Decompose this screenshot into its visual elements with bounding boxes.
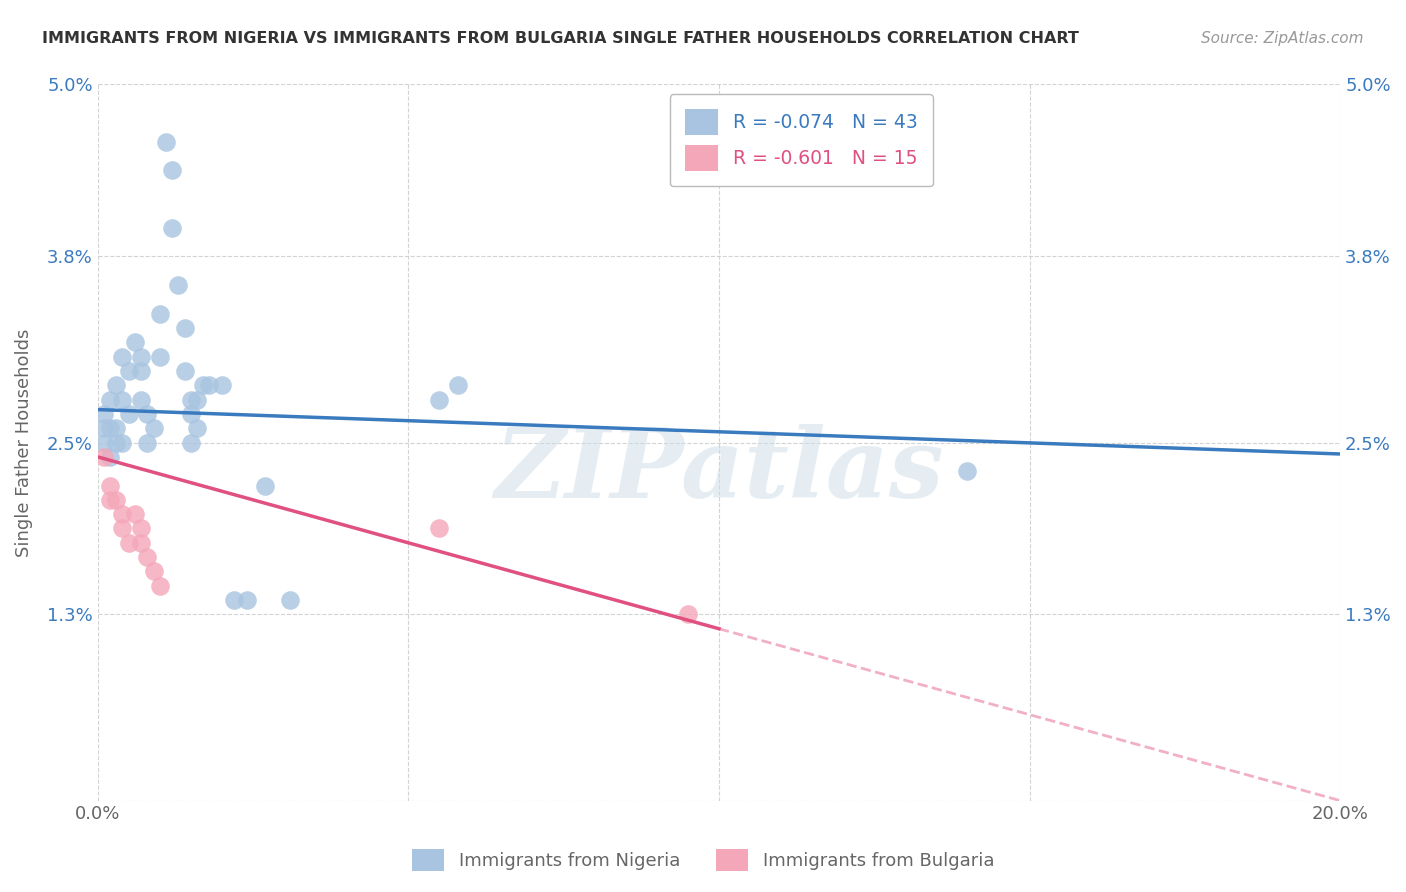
Point — [98, 492, 121, 507]
Point — [235, 593, 257, 607]
Text: Source: ZipAtlas.com: Source: ZipAtlas.com — [1201, 31, 1364, 46]
Point — [93, 407, 115, 421]
Point — [198, 378, 221, 392]
Point — [111, 507, 134, 521]
Point — [676, 607, 699, 622]
Point — [155, 135, 177, 149]
Point — [427, 392, 450, 407]
Point — [136, 550, 159, 565]
Point — [211, 378, 233, 392]
Point — [98, 421, 121, 435]
Point — [149, 579, 172, 593]
Point — [142, 565, 165, 579]
Point — [93, 421, 115, 435]
Point — [129, 364, 152, 378]
Point — [105, 421, 128, 435]
Point — [129, 521, 152, 535]
Point — [111, 435, 134, 450]
Point — [136, 407, 159, 421]
Point — [98, 450, 121, 464]
Point — [129, 536, 152, 550]
Point — [124, 507, 146, 521]
Point — [142, 421, 165, 435]
Point — [180, 392, 202, 407]
Text: IMMIGRANTS FROM NIGERIA VS IMMIGRANTS FROM BULGARIA SINGLE FATHER HOUSEHOLDS COR: IMMIGRANTS FROM NIGERIA VS IMMIGRANTS FR… — [42, 31, 1078, 46]
Point — [254, 478, 277, 492]
Point — [160, 220, 183, 235]
Point — [111, 392, 134, 407]
Point — [98, 478, 121, 492]
Point — [111, 350, 134, 364]
Point — [180, 435, 202, 450]
Point — [111, 521, 134, 535]
Point — [956, 464, 979, 478]
Legend: Immigrants from Nigeria, Immigrants from Bulgaria: Immigrants from Nigeria, Immigrants from… — [405, 842, 1001, 879]
Point — [149, 307, 172, 321]
Point — [447, 378, 470, 392]
Text: ZIPatlas: ZIPatlas — [494, 425, 943, 518]
Point — [278, 593, 301, 607]
Point — [105, 435, 128, 450]
Point — [193, 378, 215, 392]
Point — [105, 492, 128, 507]
Point — [167, 277, 190, 292]
Point — [129, 392, 152, 407]
Point — [129, 350, 152, 364]
Point — [124, 335, 146, 350]
Point — [186, 392, 208, 407]
Point — [136, 435, 159, 450]
Point — [160, 163, 183, 178]
Point — [149, 350, 172, 364]
Point — [93, 450, 115, 464]
Point — [105, 378, 128, 392]
Point — [173, 321, 195, 335]
Point — [173, 364, 195, 378]
Legend: R = -0.074   N = 43, R = -0.601   N = 15: R = -0.074 N = 43, R = -0.601 N = 15 — [669, 94, 934, 186]
Point — [427, 521, 450, 535]
Point — [98, 392, 121, 407]
Point — [118, 364, 141, 378]
Point — [118, 536, 141, 550]
Point — [93, 435, 115, 450]
Point — [186, 421, 208, 435]
Y-axis label: Single Father Households: Single Father Households — [15, 328, 32, 557]
Point — [118, 407, 141, 421]
Point — [180, 407, 202, 421]
Point — [224, 593, 246, 607]
